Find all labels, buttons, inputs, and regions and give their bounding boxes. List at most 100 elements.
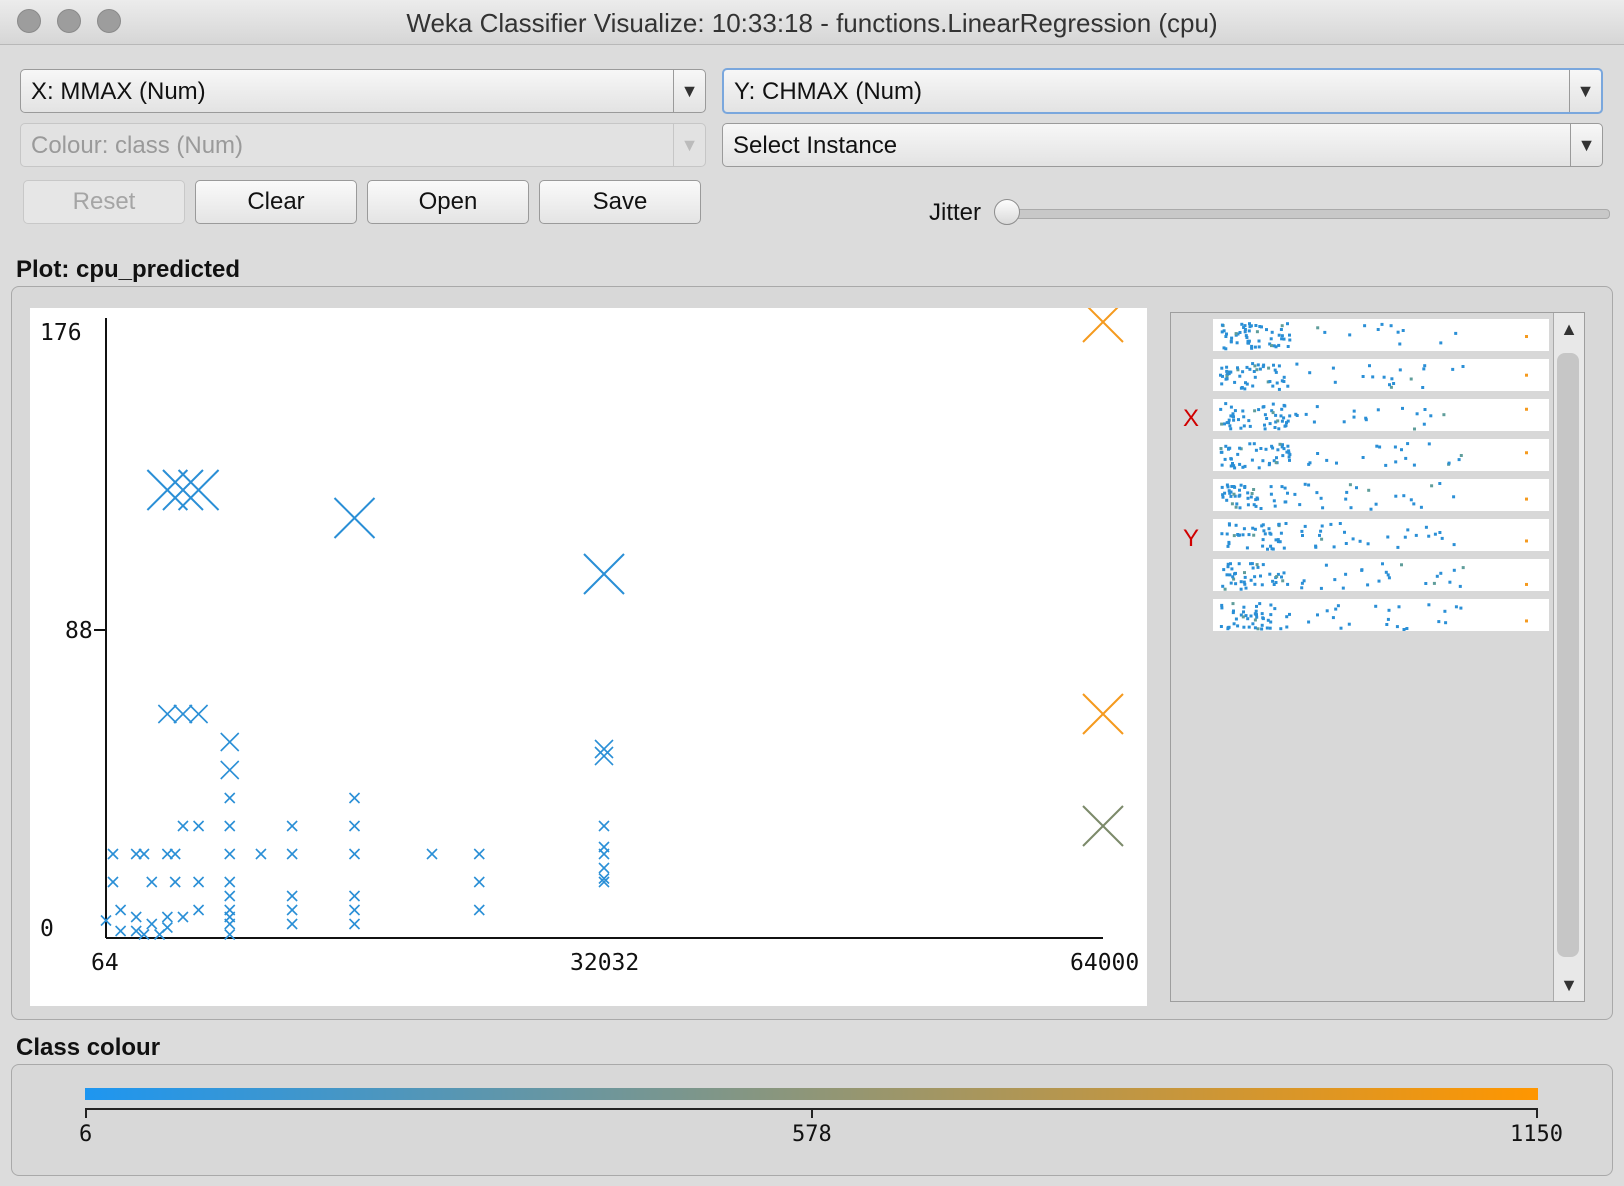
jitter-slider[interactable]	[1002, 209, 1610, 219]
strip-point	[1401, 329, 1405, 332]
strip-point	[1397, 605, 1401, 609]
data-point	[192, 904, 205, 916]
strip-point	[1380, 322, 1384, 326]
strip-point	[1238, 488, 1241, 492]
attribute-strip[interactable]	[1213, 399, 1549, 431]
strip-point	[1339, 626, 1343, 630]
strip-point	[1265, 417, 1269, 420]
attribute-strip[interactable]	[1213, 559, 1549, 591]
attribute-scrollbar[interactable]: ▲ ▼	[1553, 313, 1584, 1001]
strip-point	[1335, 461, 1338, 465]
strip-point	[1224, 335, 1228, 338]
strip-point	[1280, 379, 1284, 383]
strip-point	[1257, 466, 1261, 470]
strip-point	[1245, 546, 1249, 550]
strip-point	[1254, 609, 1258, 613]
scroll-down-icon[interactable]: ▼	[1560, 975, 1578, 995]
scroll-up-icon[interactable]: ▲	[1560, 319, 1578, 339]
strip-point	[1386, 535, 1390, 539]
strip-point	[1249, 562, 1252, 566]
data-point	[598, 872, 610, 885]
strip-point	[1230, 336, 1234, 340]
class-colour-gradient	[85, 1088, 1538, 1100]
data-point	[348, 904, 361, 916]
strip-point	[1230, 567, 1234, 571]
attribute-strip[interactable]	[1213, 599, 1549, 631]
strip-point	[1233, 380, 1237, 384]
strip-point	[1259, 447, 1263, 450]
strip-point	[1231, 602, 1235, 606]
strip-point	[1271, 446, 1275, 450]
strip-point	[1277, 427, 1281, 431]
strip-point	[1225, 374, 1229, 378]
scatter-plot-area[interactable]: 176 88 0 64 32032 64000	[30, 301, 1147, 1006]
strip-point	[1279, 414, 1283, 418]
attribute-strip[interactable]	[1213, 479, 1549, 511]
strip-point	[1256, 497, 1260, 501]
zoom-window-icon[interactable]	[97, 9, 121, 33]
strip-point	[1243, 328, 1247, 331]
strip-point	[1402, 628, 1406, 631]
attribute-strip[interactable]	[1213, 519, 1549, 551]
strip-point	[1272, 344, 1276, 348]
attribute-strip[interactable]	[1213, 319, 1549, 351]
strip-point	[1288, 333, 1291, 337]
attribute-strip[interactable]	[1213, 439, 1549, 471]
minimize-window-icon[interactable]	[57, 9, 81, 33]
strip-point	[1318, 533, 1321, 537]
data-point	[107, 876, 119, 888]
strip-point	[1253, 375, 1257, 379]
data-point	[224, 928, 236, 941]
scatter-plot	[94, 301, 1124, 941]
strip-point	[1229, 581, 1233, 585]
close-window-icon[interactable]	[17, 9, 41, 33]
strip-point	[1269, 485, 1273, 489]
strip-point	[1260, 612, 1264, 616]
strip-point	[1288, 338, 1292, 342]
scrollbar-thumb[interactable]	[1557, 353, 1579, 957]
strip-point	[1331, 616, 1335, 620]
attribute-strip[interactable]	[1213, 359, 1549, 391]
strip-point	[1234, 617, 1238, 621]
class-colour-min-label: 6	[79, 1122, 93, 1147]
strip-point	[1244, 381, 1247, 385]
strip-point	[1352, 415, 1356, 419]
save-button[interactable]: Save	[539, 180, 701, 224]
strip-point	[1287, 451, 1291, 455]
data-point	[348, 890, 361, 902]
clear-button[interactable]: Clear	[195, 180, 357, 224]
data-point	[426, 848, 438, 860]
strip-point	[1282, 571, 1286, 575]
data-point	[192, 876, 205, 888]
strip-point	[1250, 346, 1254, 350]
jitter-slider-handle[interactable]	[994, 199, 1020, 225]
strip-point	[1413, 427, 1416, 431]
strip-point	[1235, 502, 1239, 506]
strip-point	[1348, 483, 1352, 487]
strip-point	[1229, 339, 1233, 343]
strip-point	[1345, 490, 1349, 494]
strip-point	[1259, 507, 1263, 510]
strip-point	[1262, 529, 1266, 533]
strip-point	[1225, 365, 1229, 369]
strip-point	[1263, 423, 1266, 427]
data-point	[169, 848, 181, 860]
strip-point	[1241, 615, 1245, 619]
strip-point	[1415, 412, 1419, 416]
strip-point	[1239, 613, 1243, 617]
strip-point	[1233, 466, 1237, 470]
strip-point	[1255, 368, 1259, 372]
x-tick-label-32032: 32032	[570, 950, 640, 976]
strip-point	[1286, 582, 1290, 586]
open-button[interactable]: Open	[367, 180, 529, 224]
data-point	[1082, 301, 1124, 343]
strip-point	[1344, 497, 1348, 501]
strip-point	[1251, 362, 1255, 366]
strip-point	[1222, 329, 1226, 333]
strip-point	[1286, 444, 1290, 448]
y-axis-select[interactable]: Y: CHMAX (Num) ▼	[722, 68, 1603, 114]
strip-point	[1242, 605, 1246, 609]
select-instance-select[interactable]: Select Instance ▼	[722, 123, 1603, 167]
strip-point	[1242, 326, 1246, 329]
x-axis-select[interactable]: X: MMAX (Num) ▼	[20, 69, 706, 113]
